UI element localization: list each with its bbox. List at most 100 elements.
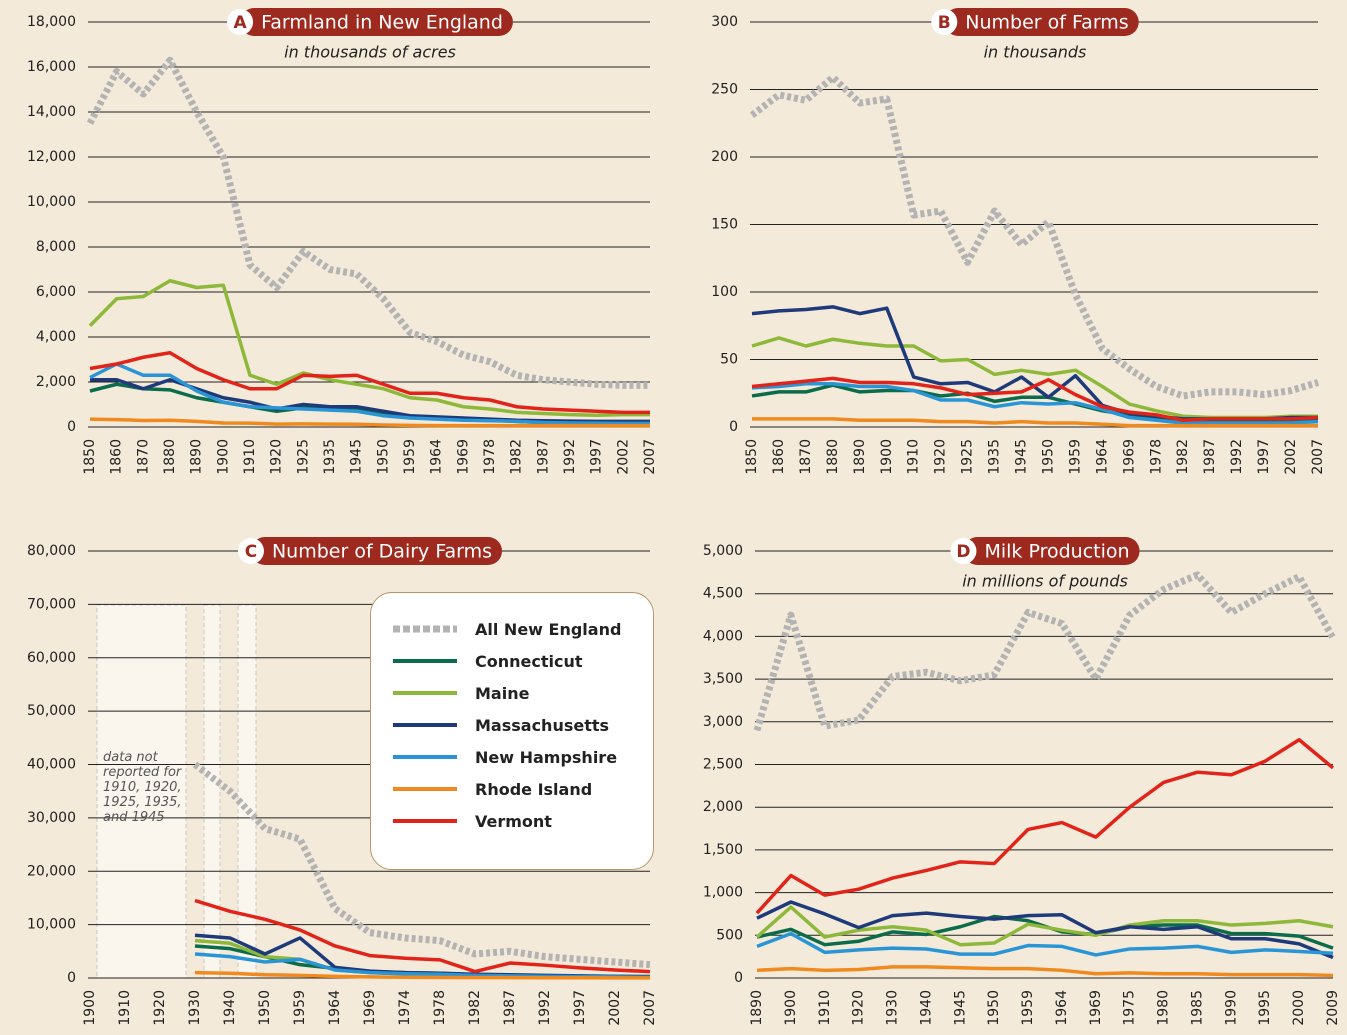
y-tick-label: 40,000: [27, 757, 76, 773]
x-tick-label: 1945: [952, 990, 968, 1026]
legend-swatch: [393, 755, 457, 759]
x-tick-label: 1950: [986, 990, 1002, 1026]
x-tick-label: 2007: [642, 439, 658, 475]
x-tick-label: 2007: [642, 990, 658, 1026]
x-tick-label: 1969: [455, 439, 471, 475]
x-tick-label: 1900: [783, 990, 799, 1026]
y-tick-label: 250: [711, 82, 738, 98]
y-tick-label: 14,000: [27, 104, 76, 120]
x-tick-label: 1995: [1257, 990, 1273, 1026]
y-tick-label: 4,500: [703, 586, 743, 602]
title-letter: A: [233, 13, 247, 33]
legend-label: Massachusetts: [475, 715, 610, 735]
legend-label: Maine: [475, 683, 530, 703]
chart-subtitle: in millions of pounds: [962, 572, 1128, 591]
legend-entry: Maine: [393, 677, 653, 709]
chart-title: Farmland in New England: [261, 12, 503, 34]
series-line: [192, 761, 651, 969]
y-tick-label: 150: [711, 217, 738, 233]
legend-entry: Vermont: [393, 805, 653, 837]
y-tick-label: 500: [716, 927, 743, 943]
band: [237, 604, 257, 979]
y-tick-label: 3,000: [703, 714, 743, 730]
x-tick-label: 2009: [1325, 990, 1341, 1026]
x-tick-label: 1890: [749, 990, 765, 1026]
series-line: [755, 737, 1335, 915]
x-tick-label: 2002: [607, 990, 623, 1026]
series-line: [89, 362, 650, 426]
x-tick-label: 1860: [771, 439, 787, 475]
legend-swatch: [393, 819, 457, 823]
y-tick-label: 200: [711, 149, 738, 165]
x-tick-label: 1959: [1020, 990, 1036, 1026]
x-tick-label: 1940: [918, 990, 934, 1026]
legend-swatch: [393, 723, 457, 727]
x-tick-label: 1930: [885, 990, 901, 1026]
x-tick-label: 1900: [215, 439, 231, 475]
x-tick-label: 1959: [402, 439, 418, 475]
x-tick-label: 1910: [817, 990, 833, 1026]
title-badge: [250, 537, 503, 565]
x-tick-label: 1982: [467, 990, 483, 1026]
x-tick-label: 1860: [109, 439, 125, 475]
x-tick-label: 1969: [362, 990, 378, 1026]
x-tick-label: 1890: [189, 439, 205, 475]
series-line: [88, 279, 650, 418]
y-tick-label: 5,000: [703, 543, 743, 559]
legend-entry: New Hampshire: [393, 741, 653, 773]
x-tick-label: 1910: [906, 439, 922, 475]
y-tick-label: 0: [67, 970, 76, 986]
legend-swatch: [393, 625, 457, 633]
x-tick-label: 1974: [397, 990, 413, 1026]
series-line: [86, 56, 650, 389]
chart-subtitle: in thousands: [984, 43, 1087, 62]
x-tick-label: 1935: [987, 439, 1003, 475]
chart-title: Milk Production: [984, 541, 1129, 563]
y-tick-label: 2,500: [703, 757, 743, 773]
x-tick-label: 1969: [1088, 990, 1104, 1026]
x-tick-label: 1935: [322, 439, 338, 475]
x-tick-label: 1997: [572, 990, 588, 1026]
x-tick-label: 1890: [852, 439, 868, 475]
y-tick-label: 80,000: [27, 543, 76, 559]
annotation: data not reported for 1910, 1920, 1925, …: [103, 750, 182, 825]
x-tick-label: 1964: [1094, 439, 1110, 475]
x-tick-label: 1945: [349, 439, 365, 475]
y-tick-label: 2,000: [36, 374, 76, 390]
x-tick-label: 1930: [187, 990, 203, 1026]
x-tick-label: 1920: [269, 439, 285, 475]
series-line: [194, 970, 651, 980]
x-tick-label: 1987: [1202, 439, 1218, 475]
series-line: [89, 382, 650, 426]
x-tick-label: 2002: [615, 439, 631, 475]
x-tick-label: 1959: [1067, 439, 1083, 475]
legend-label: Vermont: [475, 811, 552, 831]
title-badge: [963, 537, 1140, 565]
band: [203, 604, 221, 979]
y-tick-label: 6,000: [36, 284, 76, 300]
x-tick-label: 1980: [1156, 990, 1172, 1026]
x-tick-label: 1870: [135, 439, 151, 475]
series-line: [194, 898, 651, 974]
y-tick-label: 30,000: [27, 810, 76, 826]
series-line: [749, 73, 1320, 400]
x-tick-label: 1969: [1121, 439, 1137, 475]
x-tick-label: 1975: [1122, 990, 1138, 1026]
x-tick-label: 1982: [1175, 439, 1191, 475]
series-line: [752, 417, 1318, 428]
legend-swatch: [393, 691, 457, 695]
x-tick-label: 1990: [1223, 990, 1239, 1026]
legend-entry: Connecticut: [393, 645, 653, 677]
x-tick-label: 2007: [1310, 439, 1326, 475]
no-data-bands: [96, 604, 257, 979]
title-letter: B: [938, 13, 951, 33]
x-tick-label: 1964: [1054, 990, 1070, 1026]
x-tick-label: 2000: [1291, 990, 1307, 1026]
x-tick-label: 1978: [1148, 439, 1164, 475]
title-letter: D: [956, 542, 970, 562]
x-tick-label: 1880: [162, 439, 178, 475]
x-tick-label: 1950: [1040, 439, 1056, 475]
x-tick-label: 2002: [1283, 439, 1299, 475]
chart-title: Number of Farms: [965, 12, 1128, 34]
